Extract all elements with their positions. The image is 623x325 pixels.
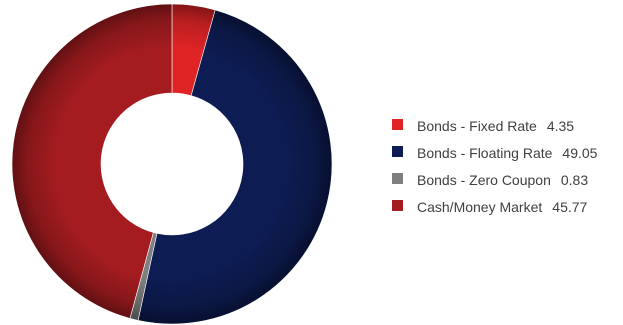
donut-chart — [11, 3, 333, 325]
legend-swatch — [392, 199, 403, 211]
legend-value: 45.77 — [552, 199, 588, 215]
legend-label: Bonds - Floating Rate — [417, 145, 553, 161]
donut-slice-cash-money-market — [11, 3, 173, 319]
donut-slice-bonds-floating-rate — [137, 9, 333, 325]
legend-swatch — [392, 145, 403, 157]
legend-value: 0.83 — [560, 172, 589, 188]
legend-label: Bonds - Fixed Rate — [417, 118, 537, 134]
legend-item: Bonds - Zero Coupon 0.83 — [392, 169, 617, 196]
donut-slices — [11, 3, 333, 325]
legend-label: Bonds - Zero Coupon — [417, 172, 551, 188]
chart-legend: Bonds - Fixed Rate 4.35 Bonds - Floating … — [392, 115, 617, 223]
legend-label: Cash/Money Market — [417, 199, 543, 215]
legend-item: Bonds - Fixed Rate 4.35 — [392, 115, 617, 142]
legend-item: Bonds - Floating Rate 49.05 — [392, 142, 617, 169]
legend-swatch — [392, 118, 403, 130]
legend-value: 4.35 — [546, 118, 575, 134]
legend-value: 49.05 — [562, 145, 598, 161]
legend-item: Cash/Money Market 45.77 — [392, 196, 617, 223]
legend-swatch — [392, 172, 403, 184]
